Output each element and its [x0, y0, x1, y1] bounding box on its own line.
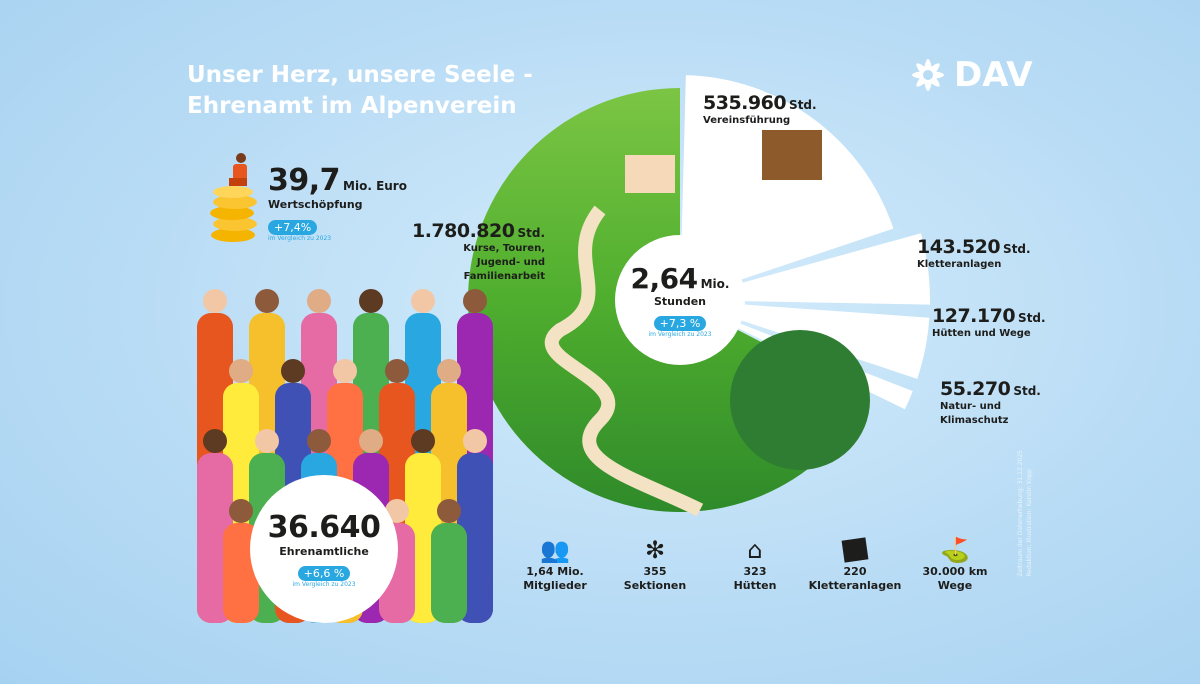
hut-icon: ⌂ — [747, 536, 763, 564]
people-icon: 👥 — [540, 536, 570, 564]
coins-illustration — [210, 153, 257, 242]
slice-label-kurse: 1.780.820 Std. Kurse, Touren, Jugend- und… — [411, 220, 545, 282]
person-figure — [431, 499, 467, 623]
edelweiss-logo-icon — [912, 59, 944, 91]
trail-illustration — [544, 205, 704, 517]
stat-mitglieder: 👥 1,64 Mio. Mitglieder — [505, 535, 605, 593]
change-badge: +7,4% — [268, 220, 318, 235]
stat-sektionen: ✻ 355 Sektionen — [605, 535, 705, 593]
climbing-wall-icon — [805, 535, 905, 565]
signpost-icon: ⛳ — [940, 536, 970, 564]
forest-illustration — [730, 330, 870, 470]
slice-label-natur: 55.270 Std. Natur- und Klimaschutz — [940, 378, 1041, 426]
hut-illustration — [625, 155, 675, 193]
stat-kletteranlagen: 220 Kletteranlagen — [805, 535, 905, 593]
stunden-circle: 2,64 Mio. Stunden +7,3 % im Vergleich zu … — [615, 235, 745, 365]
page-title: Unser Herz, unsere Seele - Ehrenamt im A… — [187, 62, 533, 119]
dav-logo: DAV — [908, 55, 1033, 95]
footnote: Zeitraum der Datenerhebung: 31.12.2025 R… — [1017, 450, 1033, 577]
edelweiss-icon: ✻ — [644, 536, 666, 564]
stat-wege: ⛳ 30.000 km Wege — [905, 535, 1005, 593]
stat-huetten: ⌂ 323 Hütten — [705, 535, 805, 593]
stats-row: 👥 1,64 Mio. Mitglieder ✻ 355 Sektionen ⌂ 3… — [505, 535, 1005, 593]
slice-label-kletteranlagen: 143.520 Std. Kletteranlagen — [917, 236, 1031, 270]
ehrenamtliche-circle: 36.640 Ehrenamtliche +6,6 % im Vergleich… — [250, 475, 398, 623]
slice-label-huetten-wege: 127.170 Std. Hütten und Wege — [932, 305, 1046, 339]
slice-label-vereinsfuehrung: 535.960 Std. Vereinsführung — [703, 92, 817, 126]
pie-slice-vereinsfuehrung — [680, 75, 894, 300]
pinboard-illustration — [762, 130, 822, 180]
wertschoepfung-block: 39,7 Mio. Euro Wertschöpfung +7,4% im Ver… — [268, 163, 407, 242]
